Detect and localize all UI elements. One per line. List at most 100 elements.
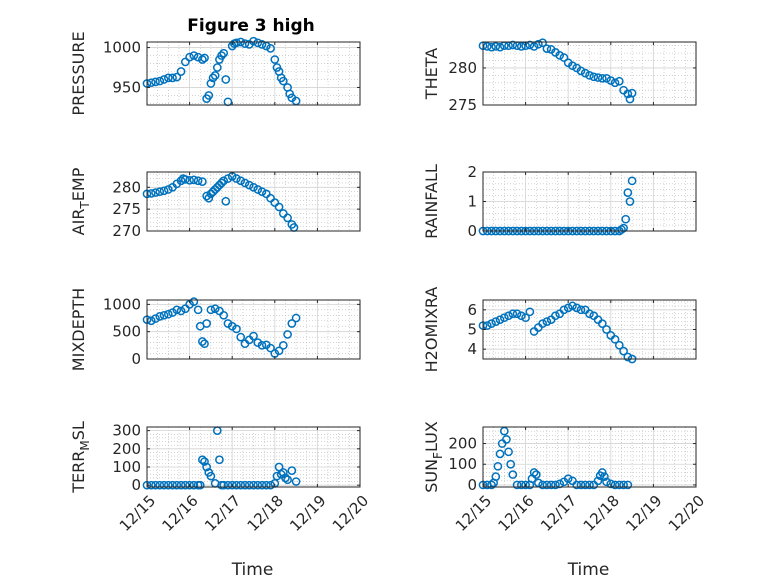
data-point — [200, 53, 209, 63]
data-point — [572, 480, 582, 490]
data-point — [287, 466, 297, 475]
data-point — [206, 471, 216, 481]
x-tick-label: 12/18 — [244, 492, 287, 535]
data-point — [593, 476, 603, 486]
data-point — [217, 178, 226, 188]
data-point — [249, 331, 258, 341]
data-point — [499, 426, 509, 436]
data-point — [495, 42, 505, 52]
data-point — [572, 303, 582, 313]
data-point — [176, 176, 186, 186]
data-point — [236, 176, 246, 186]
data-point — [585, 480, 594, 490]
data-point — [200, 339, 209, 349]
y-axis-label: SUNFLUX — [422, 421, 445, 493]
data-point — [155, 76, 165, 86]
data-point — [531, 470, 541, 479]
axes-box — [146, 426, 361, 488]
data-point — [491, 472, 501, 482]
y-tick-label: 0 — [131, 350, 141, 368]
data-point — [219, 310, 229, 320]
figure-title: Figure 3 high — [187, 16, 315, 36]
data-point — [223, 174, 233, 183]
data-point — [502, 435, 511, 444]
data-point — [198, 455, 207, 465]
y-tick-label: 950 — [112, 78, 141, 96]
subplot-air-emp: 270 275 280 AIRTEMP — [69, 167, 361, 240]
data-point — [525, 40, 535, 50]
data-point — [614, 76, 624, 86]
data-point — [627, 88, 637, 98]
data-point — [589, 72, 599, 82]
data-point — [606, 76, 616, 85]
data-point — [512, 309, 522, 319]
data-point — [176, 306, 186, 316]
data-point — [163, 185, 173, 194]
subplot-rainfall: 0 1 2 RAINFALL — [422, 163, 697, 240]
y-tick-label: 300 — [112, 422, 141, 440]
data-point — [283, 213, 292, 223]
data-point — [516, 480, 526, 490]
y-tick-label: 2 — [467, 163, 477, 181]
y-tick-label: 1 — [467, 193, 477, 211]
data-point — [198, 177, 207, 186]
y-axis-label: TERRMSL — [69, 421, 92, 494]
data-point — [504, 311, 513, 321]
data-point — [249, 36, 258, 46]
data-point — [204, 91, 214, 100]
data-point — [585, 71, 594, 80]
data-point — [193, 176, 203, 186]
data-point — [155, 312, 165, 321]
data-point — [580, 68, 590, 78]
data-point — [204, 193, 214, 203]
data-point — [180, 57, 190, 67]
data-point — [534, 478, 543, 488]
y-tick-label: 1000 — [103, 39, 141, 57]
data-point — [272, 471, 282, 481]
data-point — [619, 480, 628, 490]
data-point — [576, 66, 586, 76]
axes-box — [146, 299, 361, 360]
axes-box — [482, 426, 697, 488]
data-point — [291, 477, 301, 486]
data-point — [610, 334, 620, 344]
axes-box — [482, 41, 697, 106]
data-point — [159, 75, 169, 84]
data-point — [206, 305, 216, 315]
data-point — [232, 38, 241, 48]
x-tick-label: 12/20 — [665, 492, 708, 535]
data-point — [568, 301, 577, 311]
data-point — [189, 297, 199, 306]
data-point — [534, 39, 543, 49]
x-tick-label: 12/17 — [201, 492, 244, 535]
data-point — [597, 468, 607, 477]
data-point — [208, 73, 218, 83]
data-point — [151, 77, 160, 87]
data-point — [163, 309, 173, 319]
y-tick-label: 100 — [448, 455, 477, 473]
y-tick-label: 0 — [131, 476, 141, 494]
data-point — [559, 53, 569, 62]
y-tick-label: 275 — [112, 200, 141, 218]
y-tick-label: 200 — [448, 435, 477, 453]
data-point — [551, 480, 560, 490]
data-point — [266, 343, 275, 353]
data-point — [221, 75, 231, 84]
x-axis-label: Time — [231, 560, 274, 580]
data-point — [176, 480, 186, 490]
data-point — [227, 480, 237, 490]
data-point — [210, 71, 220, 80]
data-point — [159, 480, 169, 490]
data-point — [236, 332, 246, 342]
data-point — [151, 188, 160, 197]
data-point — [180, 480, 190, 490]
data-point — [151, 314, 160, 323]
data-point — [585, 309, 594, 319]
data-point — [232, 480, 241, 490]
data-point — [185, 52, 194, 62]
data-point — [576, 305, 586, 315]
data-point — [172, 480, 182, 490]
data-point — [274, 346, 284, 356]
data-point — [244, 180, 254, 190]
data-point — [206, 79, 216, 88]
